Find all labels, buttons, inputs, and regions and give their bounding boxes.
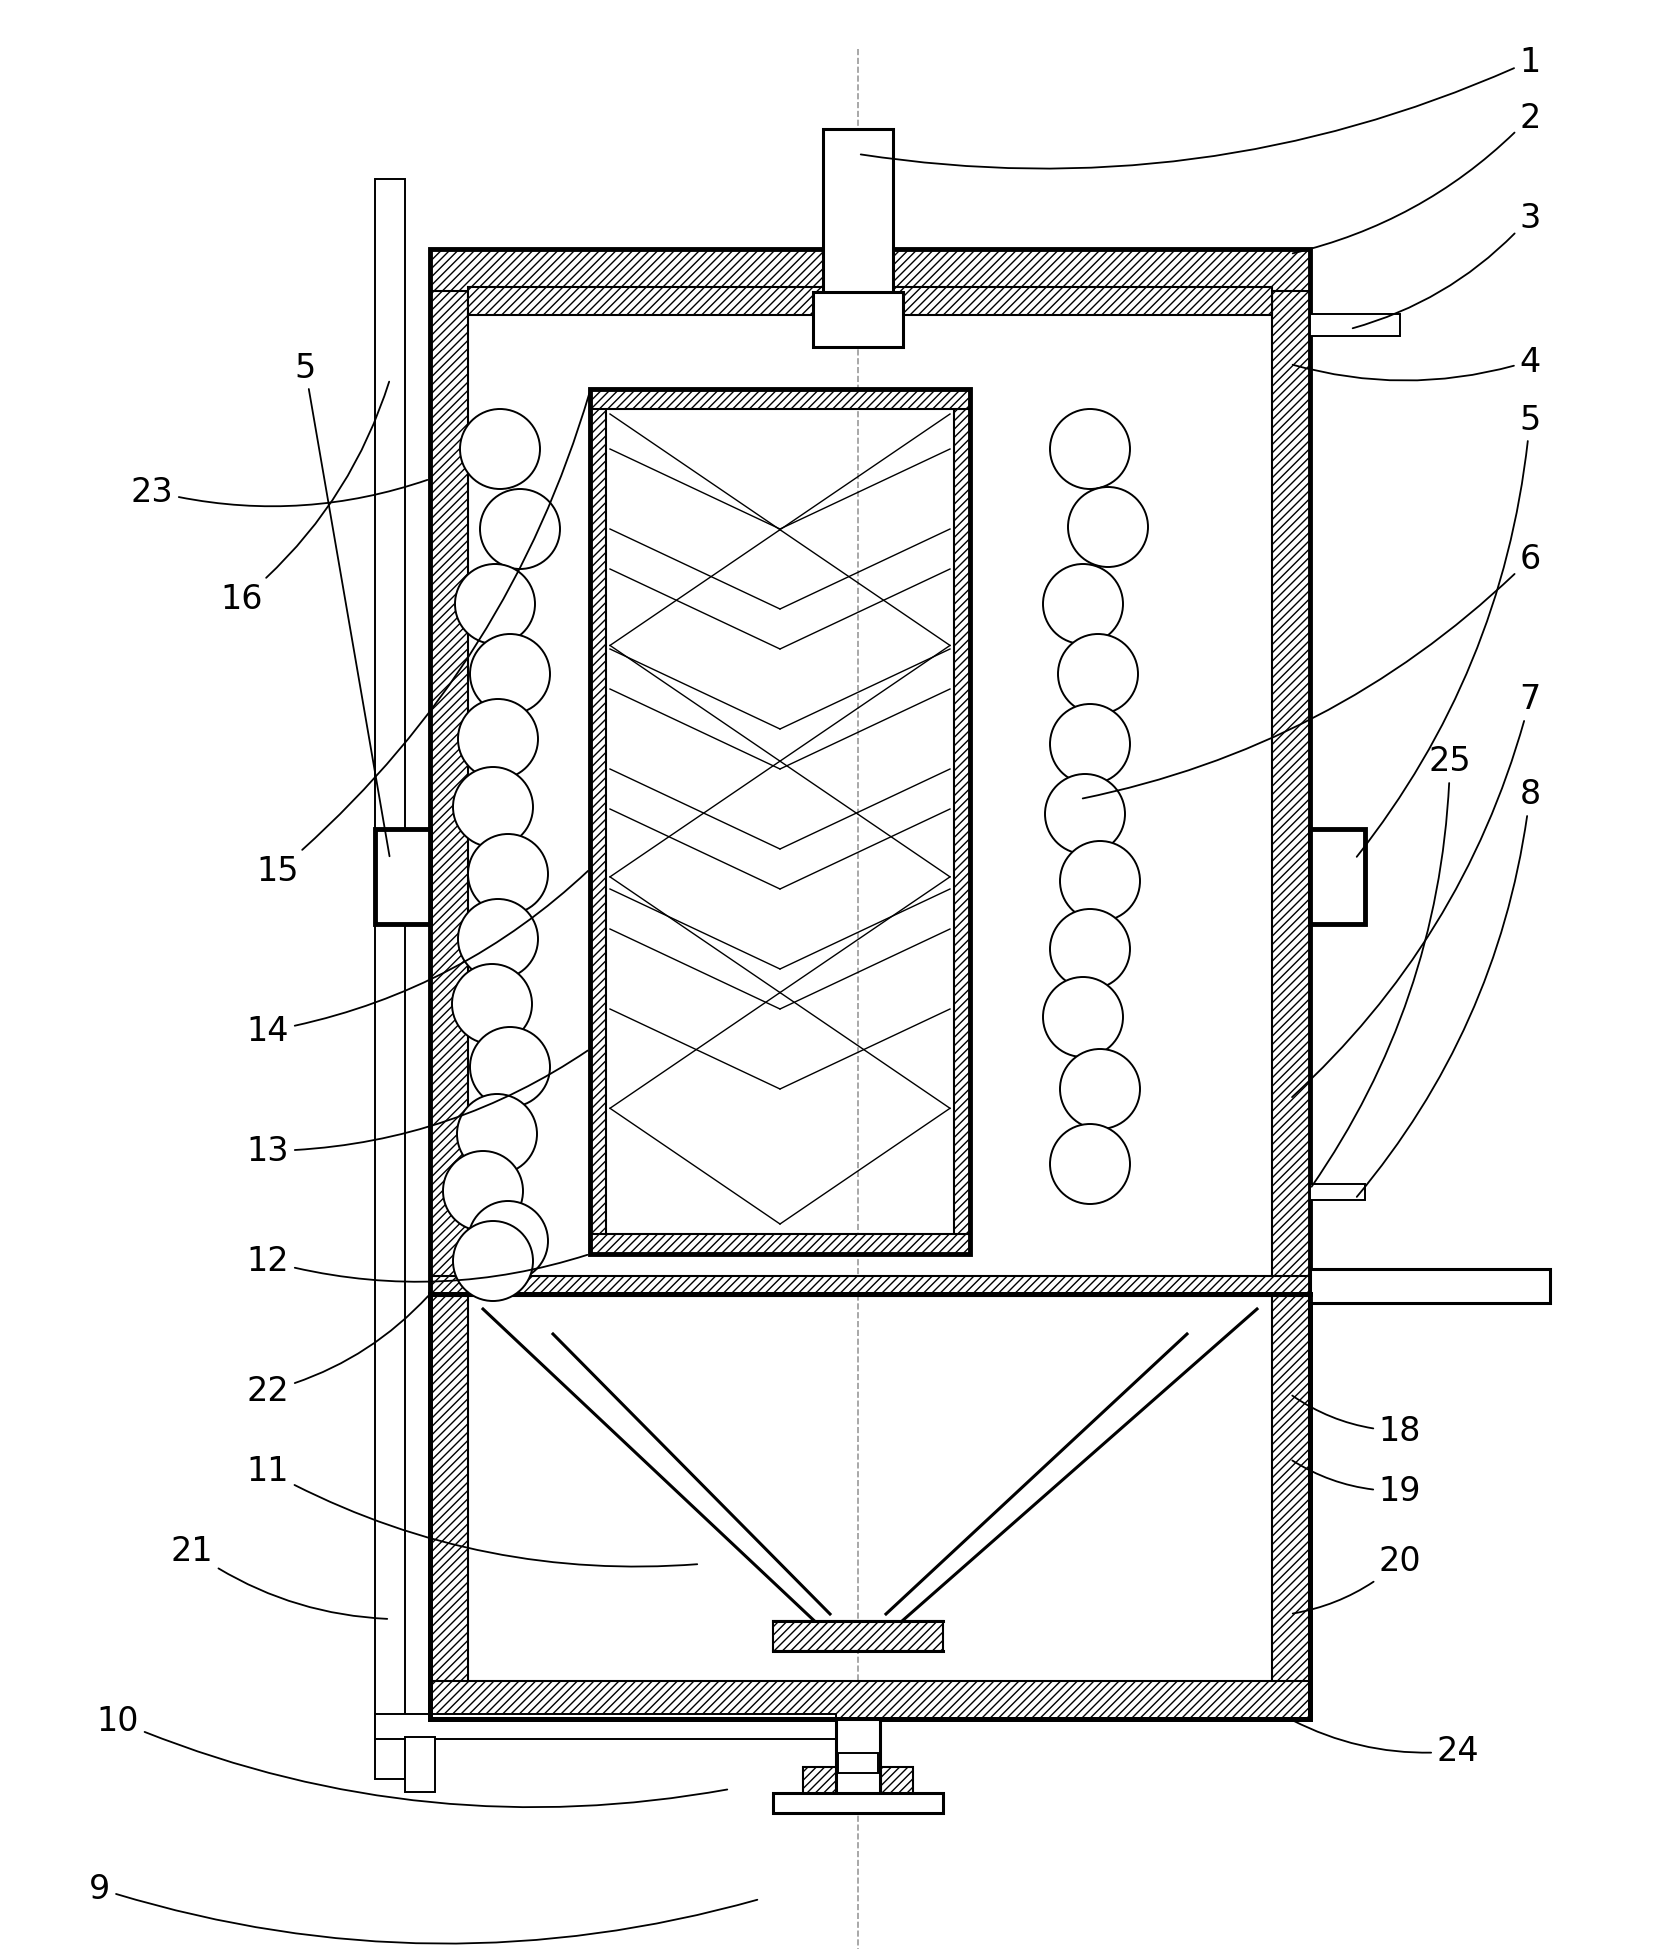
Text: 3: 3 xyxy=(1351,202,1539,329)
Circle shape xyxy=(459,409,539,489)
Bar xyxy=(812,294,902,348)
Text: 22: 22 xyxy=(246,1296,428,1407)
Circle shape xyxy=(468,834,547,914)
Circle shape xyxy=(469,1027,549,1108)
Text: 9: 9 xyxy=(90,1873,757,1943)
Circle shape xyxy=(454,566,534,644)
Circle shape xyxy=(1060,1049,1140,1129)
Text: 5: 5 xyxy=(1356,403,1539,857)
Text: 12: 12 xyxy=(246,1245,587,1282)
Bar xyxy=(772,1793,942,1812)
Text: 19: 19 xyxy=(1291,1460,1421,1507)
Circle shape xyxy=(456,1094,537,1174)
Bar xyxy=(835,1718,880,1795)
Text: 24: 24 xyxy=(1291,1720,1478,1767)
Circle shape xyxy=(453,767,532,847)
Text: 4: 4 xyxy=(1291,344,1539,382)
Text: 15: 15 xyxy=(256,395,589,888)
Circle shape xyxy=(453,1221,532,1301)
Text: 18: 18 xyxy=(1291,1395,1421,1448)
Bar xyxy=(374,180,404,1779)
Text: 2: 2 xyxy=(1291,102,1539,254)
Circle shape xyxy=(1042,977,1122,1057)
Text: 25: 25 xyxy=(1311,746,1471,1188)
Text: 6: 6 xyxy=(1082,544,1539,798)
Circle shape xyxy=(458,900,537,980)
Bar xyxy=(1310,1270,1549,1303)
Circle shape xyxy=(469,634,549,714)
Bar xyxy=(429,1681,1310,1718)
Bar xyxy=(468,288,1271,315)
Circle shape xyxy=(1050,409,1130,489)
Bar xyxy=(589,389,970,409)
Circle shape xyxy=(1060,842,1140,922)
Bar xyxy=(589,389,606,1254)
Text: 14: 14 xyxy=(246,871,587,1047)
Text: 5: 5 xyxy=(295,352,389,857)
Text: 11: 11 xyxy=(246,1454,697,1568)
Bar xyxy=(429,1276,1310,1296)
Bar xyxy=(374,830,429,924)
Text: 7: 7 xyxy=(1291,683,1539,1098)
Bar xyxy=(772,1620,942,1652)
Text: 21: 21 xyxy=(171,1534,388,1618)
Bar xyxy=(837,1753,877,1773)
Bar xyxy=(1310,830,1364,924)
Circle shape xyxy=(1050,1125,1130,1204)
Circle shape xyxy=(1042,566,1122,644)
Bar xyxy=(1310,315,1399,337)
Circle shape xyxy=(1050,705,1130,785)
Bar xyxy=(953,389,970,1254)
Bar xyxy=(429,1294,1310,1718)
Circle shape xyxy=(468,1202,547,1282)
Circle shape xyxy=(1067,487,1146,568)
Bar xyxy=(589,389,970,1254)
Text: 20: 20 xyxy=(1291,1544,1421,1615)
Circle shape xyxy=(451,965,532,1045)
Circle shape xyxy=(479,489,559,569)
Circle shape xyxy=(1057,634,1137,714)
Bar xyxy=(802,1767,912,1795)
Text: 23: 23 xyxy=(130,476,428,509)
Text: 13: 13 xyxy=(246,1051,587,1168)
Bar xyxy=(835,1771,880,1800)
Bar xyxy=(429,250,1310,1718)
Bar xyxy=(374,1714,835,1740)
Circle shape xyxy=(1045,775,1125,855)
Text: 10: 10 xyxy=(97,1705,727,1806)
Text: 16: 16 xyxy=(221,382,389,616)
Bar xyxy=(822,129,892,315)
Bar xyxy=(1310,1184,1364,1200)
Bar xyxy=(404,1738,434,1793)
Circle shape xyxy=(443,1151,522,1231)
Bar xyxy=(429,250,468,1718)
Circle shape xyxy=(458,701,537,779)
Circle shape xyxy=(1050,910,1130,990)
Bar xyxy=(1271,250,1310,1718)
Text: 1: 1 xyxy=(860,45,1539,170)
Text: 8: 8 xyxy=(1356,779,1539,1198)
Bar xyxy=(589,1235,970,1254)
Bar xyxy=(429,250,1310,292)
